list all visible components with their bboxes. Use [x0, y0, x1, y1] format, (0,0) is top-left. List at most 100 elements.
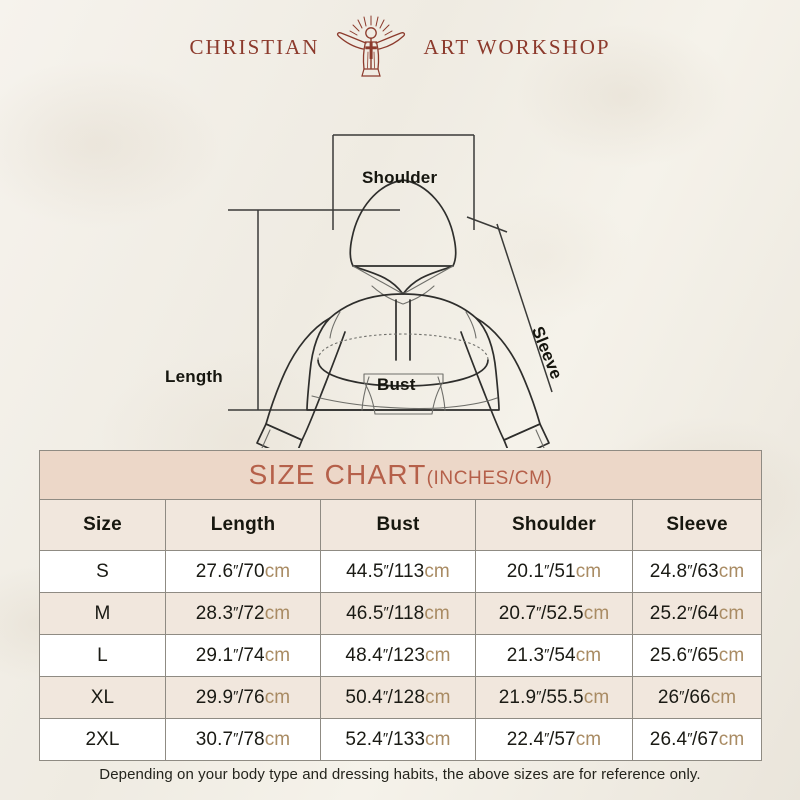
- value-cm: 54: [554, 644, 576, 666]
- value-inches: 26: [657, 686, 680, 708]
- cell-shoulder: 21.9″/55.5cm: [475, 676, 633, 719]
- cell-size: L: [39, 634, 166, 677]
- table-title-row: SIZE CHART(INCHES/CM): [38, 450, 763, 500]
- cell-length: 29.9″/76cm: [165, 676, 321, 719]
- table-row: M 28.3″/72cm 46.5″/118cm 20.7″/52.5cm 25…: [39, 592, 763, 635]
- size-chart-title: SIZE CHART(INCHES/CM): [38, 450, 763, 500]
- value-cm: 57: [554, 728, 576, 750]
- inch-symbol: ″: [233, 561, 238, 579]
- christ-figure-cross-icon: [337, 15, 406, 77]
- shoulder-dimension-line: [332, 134, 475, 230]
- column-header-bust: Bust: [320, 499, 476, 551]
- value-cm: 55.5: [546, 686, 584, 708]
- inch-symbol: ″: [544, 729, 549, 747]
- value-cm: 51: [554, 560, 576, 582]
- value-inches: 24.8: [649, 560, 688, 582]
- inch-symbol: ″: [679, 687, 684, 705]
- cm-unit: cm: [575, 728, 602, 750]
- sleeve-dimension-line: [466, 216, 553, 393]
- inch-symbol: ″: [544, 645, 549, 663]
- value-inches: 28.3: [195, 602, 234, 624]
- cell-bust: 52.4″/133cm: [320, 718, 476, 761]
- value-inches: 29.9: [195, 686, 234, 708]
- reference-disclaimer: Depending on your body type and dressing…: [99, 766, 701, 783]
- value-cm: 70: [243, 560, 265, 582]
- brand-header: CHRISTIAN: [0, 12, 800, 82]
- cell-size: S: [39, 550, 166, 593]
- inch-symbol: ″: [382, 729, 388, 747]
- value-inches: 48.4: [345, 644, 383, 666]
- inch-symbol: ″: [383, 603, 389, 621]
- inch-symbol: ″: [687, 645, 692, 663]
- brand-name-left: CHRISTIAN: [189, 34, 320, 59]
- cm-unit: cm: [424, 602, 450, 624]
- cell-length: 29.1″/74cm: [165, 634, 321, 677]
- column-header-length: Length: [165, 499, 321, 551]
- cm-unit: cm: [425, 644, 451, 666]
- column-header-shoulder: Shoulder: [475, 499, 633, 551]
- cm-unit: cm: [425, 686, 451, 708]
- cell-shoulder: 22.4″/57cm: [475, 718, 633, 761]
- cm-unit: cm: [718, 560, 745, 582]
- value-inches: 27.6: [195, 560, 234, 582]
- value-inches: 29.1: [195, 644, 234, 666]
- cm-unit: cm: [264, 728, 291, 750]
- shoulder-dimension-label: Shoulder: [362, 168, 438, 187]
- value-inches: 20.7: [498, 602, 537, 624]
- value-cm: 118: [393, 602, 425, 624]
- value-cm: 76: [243, 686, 265, 708]
- length-dimension-label: Length: [165, 367, 223, 386]
- value-cm: 52.5: [546, 602, 584, 624]
- cell-bust: 46.5″/118cm: [320, 592, 476, 635]
- hoodie-outline: [256, 179, 550, 448]
- cell-bust: 48.4″/123cm: [320, 634, 476, 677]
- cell-length: 27.6″/70cm: [165, 550, 321, 593]
- value-inches: 46.5: [346, 602, 384, 624]
- value-inches: 50.4: [345, 686, 383, 708]
- inch-symbol: ″: [383, 561, 389, 579]
- inch-symbol: ″: [687, 603, 692, 621]
- value-inches: 44.5: [346, 560, 384, 582]
- cell-length: 28.3″/72cm: [165, 592, 321, 635]
- size-chart-table: SIZE CHART(INCHES/CM) Size Length Bust S…: [38, 450, 763, 761]
- table-row: S 27.6″/70cm 44.5″/113cm 20.1″/51cm 24.8…: [39, 550, 763, 593]
- title-main-text: SIZE CHART: [248, 459, 427, 490]
- value-inches: 30.7: [195, 728, 234, 750]
- column-header-size: Size: [39, 499, 166, 551]
- cm-unit: cm: [264, 560, 291, 582]
- value-inches: 21.9: [498, 686, 537, 708]
- hoodie-size-diagram: Shoulder Length Bust Sleeve: [0, 80, 800, 448]
- cm-unit: cm: [264, 686, 291, 708]
- value-cm: 133: [393, 728, 426, 750]
- value-cm: 67: [697, 728, 719, 750]
- title-unit-text: (INCHES/CM): [426, 468, 553, 489]
- cm-unit: cm: [718, 602, 745, 624]
- inch-symbol: ″: [382, 645, 388, 663]
- cm-unit: cm: [583, 686, 610, 708]
- cm-unit: cm: [264, 644, 291, 666]
- value-cm: 72: [243, 602, 265, 624]
- cm-unit: cm: [575, 644, 602, 666]
- bust-dimension-label: Bust: [377, 375, 416, 394]
- cell-bust: 44.5″/113cm: [320, 550, 476, 593]
- cell-size: XL: [39, 676, 166, 719]
- cm-unit: cm: [583, 602, 610, 624]
- inch-symbol: ″: [233, 603, 238, 621]
- value-cm: 128: [393, 686, 426, 708]
- cm-unit: cm: [718, 644, 745, 666]
- cell-sleeve: 24.8″/63cm: [631, 550, 763, 593]
- value-inches: 25.6: [649, 644, 688, 666]
- cm-unit: cm: [425, 728, 451, 750]
- value-inches: 52.4: [345, 728, 383, 750]
- inch-symbol: ″: [233, 645, 238, 663]
- value-cm: 66: [689, 686, 711, 708]
- value-inches: 22.4: [506, 728, 545, 750]
- value-inches: 25.2: [649, 602, 688, 624]
- inch-symbol: ″: [544, 561, 549, 579]
- inch-symbol: ″: [233, 729, 238, 747]
- cm-unit: cm: [575, 560, 602, 582]
- value-cm: 123: [393, 644, 426, 666]
- cell-shoulder: 21.3″/54cm: [475, 634, 633, 677]
- brand-name-right: ART WORKSHOP: [423, 34, 611, 59]
